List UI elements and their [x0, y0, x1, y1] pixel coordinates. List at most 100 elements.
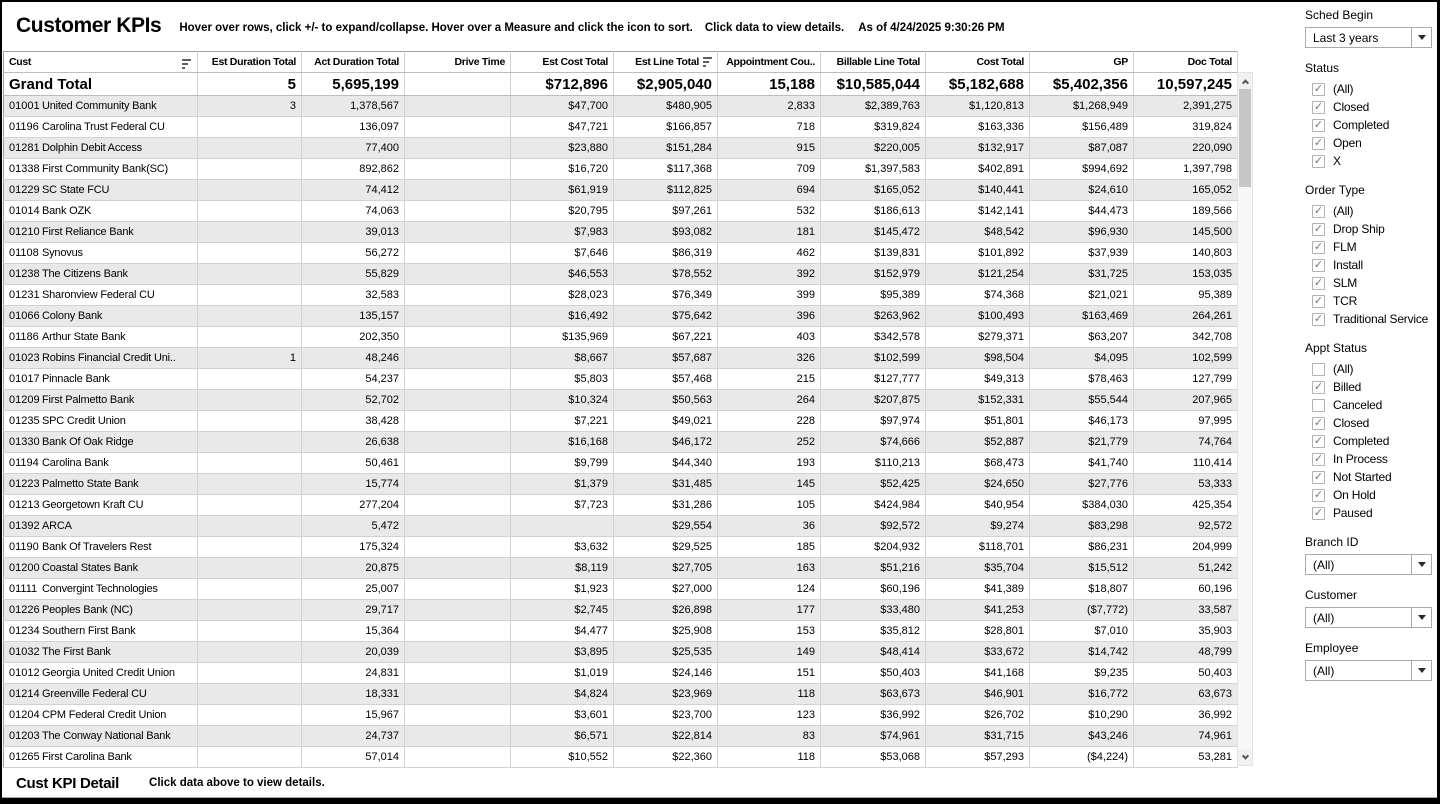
measure-cell[interactable] — [197, 599, 302, 621]
measure-cell[interactable]: $52,887 — [925, 431, 1030, 453]
measure-cell[interactable]: 2,833 — [717, 95, 821, 117]
table-row[interactable]: 01012 Georgia United Credit Union 24,831 $1… — [3, 662, 1238, 684]
measure-cell[interactable]: $29,554 — [613, 515, 718, 537]
measure-cell[interactable]: $74,368 — [925, 284, 1030, 306]
measure-cell[interactable]: 25,007 — [301, 578, 405, 600]
measure-cell[interactable]: $50,563 — [613, 389, 718, 411]
measure-cell[interactable]: 36,992 — [1133, 704, 1238, 726]
measure-cell[interactable]: $47,721 — [510, 116, 614, 138]
measure-cell[interactable]: 110,414 — [1133, 452, 1238, 474]
measure-cell[interactable]: $74,961 — [820, 725, 926, 747]
measure-cell[interactable]: 892,862 — [301, 158, 405, 180]
measure-cell[interactable]: 228 — [717, 410, 821, 432]
checkbox-checked-icon[interactable]: ✓ — [1312, 416, 1325, 430]
measure-cell[interactable] — [404, 137, 511, 159]
table-row[interactable]: 01017 Pinnacle Bank 54,237 $5,803 $57,468 215… — [3, 368, 1238, 390]
measure-cell[interactable]: $102,599 — [820, 347, 926, 369]
scrollbar-thumb[interactable] — [1239, 89, 1251, 187]
measure-cell[interactable]: 1,378,567 — [301, 95, 405, 117]
measure-cell[interactable]: 105 — [717, 494, 821, 516]
measure-cell[interactable]: 53,333 — [1133, 473, 1238, 495]
measure-cell[interactable]: $48,542 — [925, 221, 1030, 243]
measure-cell[interactable] — [197, 620, 302, 642]
customer-cell[interactable]: 01186 Arthur State Bank — [3, 326, 198, 348]
checkbox-checked-icon[interactable]: ✓ — [1312, 488, 1325, 502]
measure-cell[interactable]: 915 — [717, 137, 821, 159]
measure-cell[interactable]: 83 — [717, 725, 821, 747]
measure-cell[interactable]: $7,221 — [510, 410, 614, 432]
measure-cell[interactable] — [404, 305, 511, 327]
measure-cell[interactable]: $10,552 — [510, 746, 614, 768]
measure-cell[interactable]: $28,023 — [510, 284, 614, 306]
measure-cell[interactable]: 136,097 — [301, 116, 405, 138]
measure-cell[interactable]: 177 — [717, 599, 821, 621]
measure-cell[interactable]: 97,995 — [1133, 410, 1238, 432]
measure-cell[interactable]: $1,019 — [510, 662, 614, 684]
measure-cell[interactable] — [197, 158, 302, 180]
measure-cell[interactable]: $33,672 — [925, 641, 1030, 663]
measure-cell[interactable]: $5,182,688 — [925, 72, 1030, 96]
measure-cell[interactable]: 15,188 — [717, 72, 821, 96]
measure-cell[interactable] — [404, 368, 511, 390]
measure-cell[interactable] — [404, 179, 511, 201]
measure-cell[interactable] — [197, 494, 302, 516]
measure-cell[interactable]: $166,857 — [613, 116, 718, 138]
measure-cell[interactable]: $9,799 — [510, 452, 614, 474]
sort-icon[interactable] — [182, 59, 191, 69]
measure-cell[interactable]: $140,441 — [925, 179, 1030, 201]
measure-cell[interactable] — [197, 284, 302, 306]
column-header-drive-time[interactable]: Drive Time — [404, 51, 511, 73]
measure-cell[interactable]: $101,892 — [925, 242, 1030, 264]
measure-cell[interactable]: 193 — [717, 452, 821, 474]
measure-cell[interactable]: 694 — [717, 179, 821, 201]
customer-cell[interactable]: 01200 Coastal States Bank — [3, 557, 198, 579]
measure-cell[interactable]: 53,281 — [1133, 746, 1238, 768]
measure-cell[interactable]: $22,360 — [613, 746, 718, 768]
measure-cell[interactable]: $27,705 — [613, 557, 718, 579]
checkbox-checked-icon[interactable]: ✓ — [1312, 222, 1325, 236]
checkbox-checked-icon[interactable]: ✓ — [1312, 470, 1325, 484]
measure-cell[interactable]: 392 — [717, 263, 821, 285]
measure-cell[interactable]: $4,824 — [510, 683, 614, 705]
measure-cell[interactable] — [510, 515, 614, 537]
measure-cell[interactable]: $44,473 — [1029, 200, 1134, 222]
measure-cell[interactable] — [404, 641, 511, 663]
checkbox-checked-icon[interactable]: ✓ — [1312, 136, 1325, 150]
measure-cell[interactable]: $21,779 — [1029, 431, 1134, 453]
measure-cell[interactable]: $67,221 — [613, 326, 718, 348]
measure-cell[interactable]: $78,552 — [613, 263, 718, 285]
measure-cell[interactable]: $49,021 — [613, 410, 718, 432]
customer-cell[interactable]: 01392 ARCA — [3, 515, 198, 537]
table-row[interactable]: 01235 SPC Credit Union 38,428 $7,221 $49,021… — [3, 410, 1238, 432]
measure-cell[interactable]: 15,774 — [301, 473, 405, 495]
measure-cell[interactable] — [197, 242, 302, 264]
customer-cell[interactable]: 01234 Southern First Bank — [3, 620, 198, 642]
measure-cell[interactable]: 54,237 — [301, 368, 405, 390]
measure-cell[interactable]: 220,090 — [1133, 137, 1238, 159]
measure-cell[interactable]: $86,231 — [1029, 536, 1134, 558]
column-header-gp[interactable]: GP — [1029, 51, 1134, 73]
measure-cell[interactable]: $51,216 — [820, 557, 926, 579]
measure-cell[interactable] — [404, 515, 511, 537]
measure-cell[interactable]: 145,500 — [1133, 221, 1238, 243]
measure-cell[interactable]: 35,903 — [1133, 620, 1238, 642]
measure-cell[interactable]: 102,599 — [1133, 347, 1238, 369]
table-row[interactable]: 01210 First Reliance Bank 39,013 $7,983 $93,… — [3, 221, 1238, 243]
grand-total-label[interactable]: Grand Total — [3, 72, 198, 96]
measure-cell[interactable] — [404, 620, 511, 642]
measure-cell[interactable]: $112,825 — [613, 179, 718, 201]
table-row[interactable]: 01338 First Community Bank(SC) 892,862 $16,… — [3, 158, 1238, 180]
column-header-doc-total[interactable]: Doc Total — [1133, 51, 1238, 73]
checkbox-unchecked-icon[interactable] — [1312, 398, 1325, 412]
measure-cell[interactable]: $1,923 — [510, 578, 614, 600]
measure-cell[interactable]: $75,642 — [613, 305, 718, 327]
measure-cell[interactable] — [404, 536, 511, 558]
measure-cell[interactable] — [404, 200, 511, 222]
measure-cell[interactable] — [197, 221, 302, 243]
table-row[interactable]: 01204 CPM Federal Credit Union 15,967 $3,60… — [3, 704, 1238, 726]
measure-cell[interactable]: $92,572 — [820, 515, 926, 537]
measure-cell[interactable] — [404, 683, 511, 705]
measure-cell[interactable]: $41,253 — [925, 599, 1030, 621]
measure-cell[interactable] — [404, 284, 511, 306]
customer-cell[interactable]: 01238 The Citizens Bank — [3, 263, 198, 285]
